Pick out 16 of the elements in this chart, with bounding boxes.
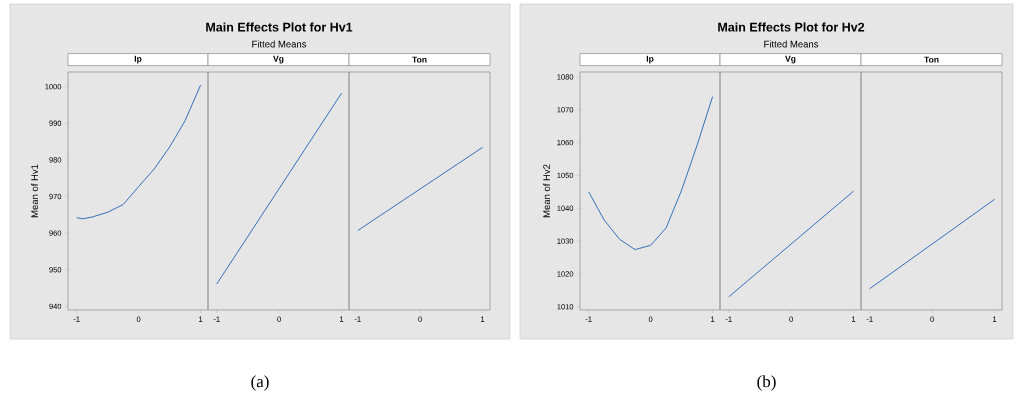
y-axis-title: Mean of Hv1 xyxy=(30,164,38,218)
line-series xyxy=(588,96,714,251)
text: Fitted Means xyxy=(252,40,307,48)
text: (a) xyxy=(251,375,269,391)
text: (b) xyxy=(757,375,776,391)
chart-title: Ip xyxy=(646,55,654,64)
chart-title: Ton xyxy=(924,56,939,63)
chart-title: Ton xyxy=(412,56,427,63)
text: Main Effects Plot for Hv1 xyxy=(206,22,353,32)
line-series xyxy=(76,84,202,220)
chart-title: Ip xyxy=(134,55,142,64)
chart-title: Vg xyxy=(273,55,284,64)
text: Main Effects Plot for Hv2 xyxy=(718,22,865,32)
chart-title: Vg xyxy=(785,55,796,64)
y-axis-title: Mean of Hv2 xyxy=(543,164,550,218)
text: Fitted Means xyxy=(764,40,819,48)
